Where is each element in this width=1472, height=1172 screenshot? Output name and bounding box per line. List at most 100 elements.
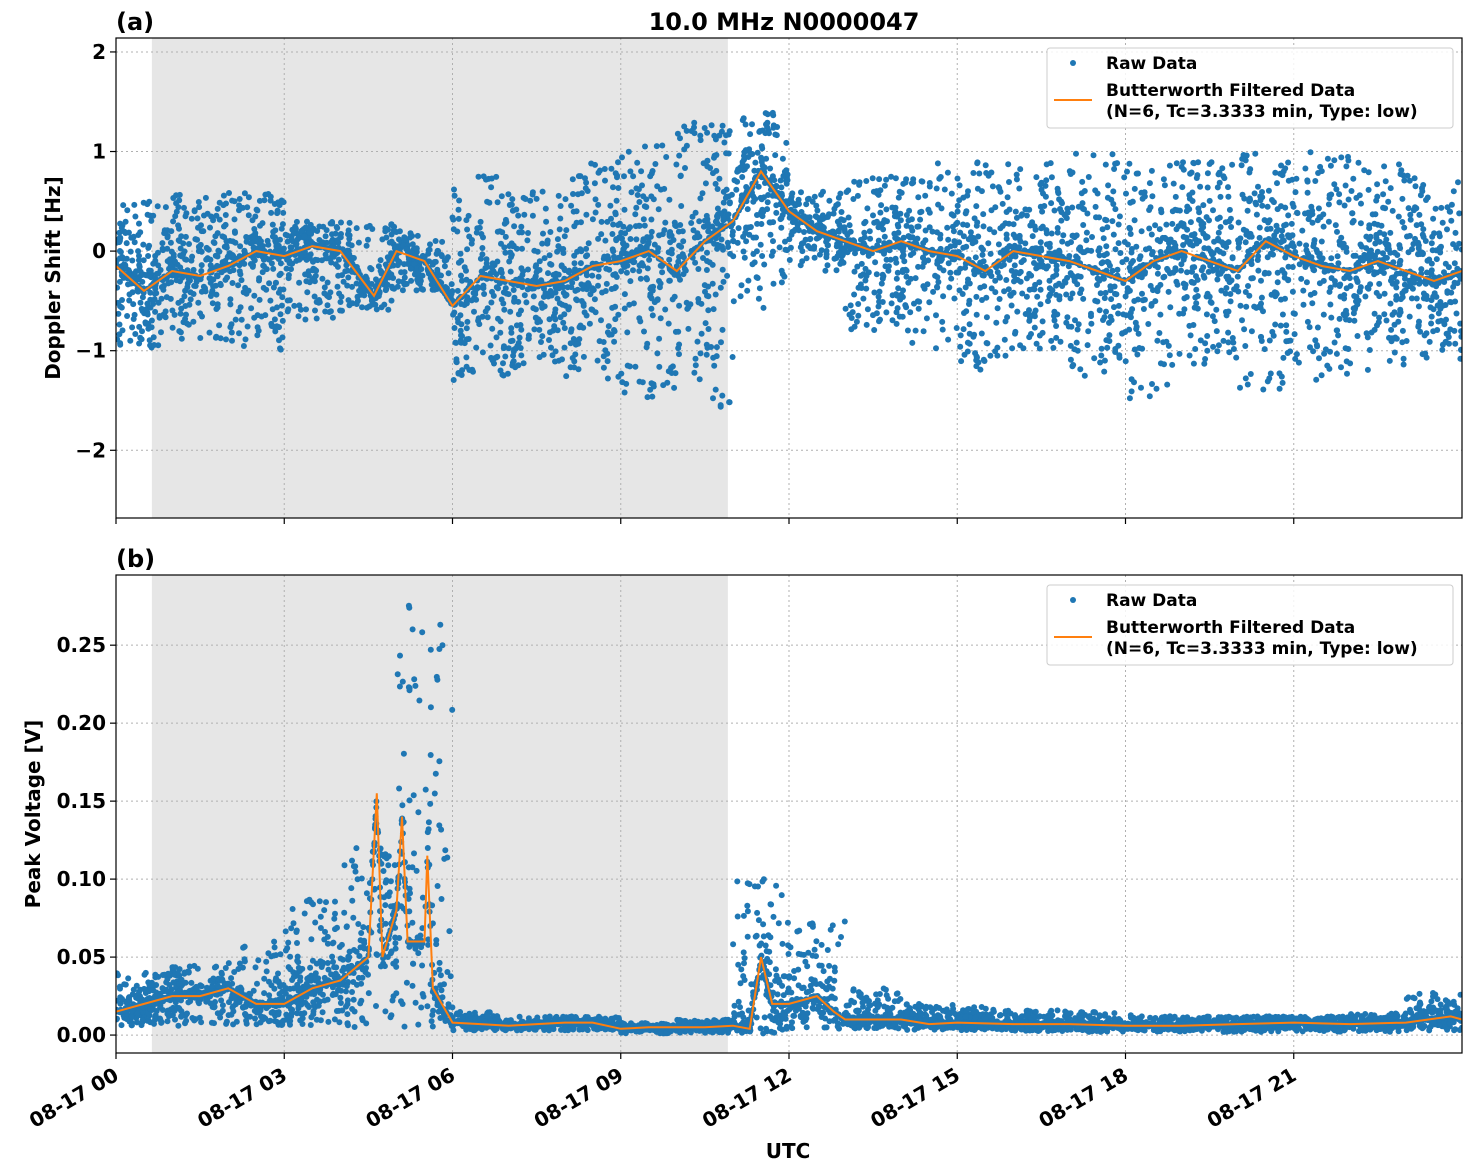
raw-data-point	[545, 270, 551, 277]
raw-data-point	[560, 319, 567, 326]
raw-data-point	[733, 186, 740, 193]
raw-data-point	[992, 289, 999, 296]
raw-data-point	[1075, 321, 1082, 328]
raw-data-point	[1293, 351, 1300, 358]
raw-data-point	[863, 178, 870, 184]
raw-data-point	[484, 305, 491, 312]
raw-data-point	[1223, 285, 1230, 291]
raw-data-point	[945, 236, 952, 243]
raw-data-point	[1443, 316, 1449, 323]
raw-data-point	[583, 211, 590, 218]
raw-data-point	[1126, 395, 1133, 402]
raw-data-point	[505, 291, 512, 298]
raw-data-point	[1077, 273, 1084, 280]
raw-data-point	[507, 268, 514, 275]
raw-data-point	[1069, 290, 1076, 297]
raw-data-point	[981, 283, 988, 290]
raw-data-point	[603, 280, 610, 287]
raw-data-point	[396, 236, 402, 243]
raw-data-point	[712, 386, 719, 393]
raw-data-point	[505, 345, 512, 352]
raw-data-point	[464, 226, 471, 233]
raw-data-point	[964, 339, 971, 346]
raw-data-point	[1201, 360, 1208, 367]
raw-data-point	[582, 185, 589, 192]
raw-data-point	[1376, 293, 1383, 300]
raw-data-point	[173, 277, 180, 284]
raw-data-point	[1389, 207, 1396, 214]
raw-data-point	[396, 228, 403, 235]
raw-data-point	[850, 237, 857, 244]
raw-data-point	[720, 278, 727, 285]
raw-data-point	[365, 236, 371, 243]
raw-data-point	[1401, 177, 1408, 184]
raw-data-point	[1193, 300, 1200, 307]
raw-data-point	[1278, 233, 1285, 240]
raw-data-point	[737, 293, 744, 300]
raw-data-point	[1169, 220, 1176, 227]
raw-data-point	[1312, 337, 1319, 344]
raw-data-point	[1444, 204, 1451, 211]
raw-data-point	[763, 121, 769, 128]
raw-data-point	[145, 253, 152, 259]
raw-data-point	[788, 193, 795, 200]
raw-data-point	[1156, 226, 1163, 233]
raw-data-point	[136, 323, 143, 330]
raw-data-point	[181, 204, 187, 211]
raw-data-point	[729, 232, 736, 239]
raw-data-point	[194, 215, 201, 222]
raw-data-point	[525, 335, 532, 342]
raw-data-point	[229, 337, 235, 344]
raw-data-point	[984, 340, 991, 347]
raw-data-point	[294, 236, 301, 243]
raw-data-point	[1229, 335, 1236, 341]
raw-data-point	[243, 234, 250, 240]
raw-data-point	[1128, 388, 1135, 395]
raw-data-point	[625, 148, 632, 155]
raw-data-point	[332, 230, 339, 237]
raw-data-point	[1376, 314, 1383, 321]
raw-data-point	[742, 121, 749, 128]
raw-data-point	[1225, 339, 1232, 346]
raw-data-point	[870, 212, 876, 219]
raw-data-point	[668, 246, 675, 253]
raw-data-point	[176, 238, 183, 244]
raw-data-point	[1267, 370, 1274, 377]
raw-data-point	[608, 331, 615, 338]
raw-data-point	[1436, 230, 1443, 237]
raw-data-point	[1123, 312, 1130, 319]
raw-data-point	[656, 335, 663, 342]
raw-data-point	[904, 327, 911, 334]
raw-data-point	[893, 320, 900, 327]
raw-data-point	[1242, 239, 1249, 246]
raw-data-point	[395, 278, 402, 285]
raw-data-point	[1438, 204, 1445, 211]
raw-data-point	[335, 256, 342, 263]
raw-data-point	[1200, 272, 1207, 279]
raw-data-point	[236, 330, 242, 337]
raw-data-point	[1455, 179, 1461, 186]
raw-data-point	[807, 235, 814, 242]
raw-data-point	[988, 285, 995, 292]
raw-data-point	[1178, 267, 1184, 274]
raw-data-point	[659, 142, 666, 149]
raw-data-point	[814, 207, 821, 214]
raw-data-point	[183, 311, 189, 318]
raw-data-point	[498, 240, 504, 247]
raw-data-point	[549, 352, 556, 359]
raw-data-point	[214, 205, 221, 212]
raw-data-point	[1037, 263, 1044, 270]
raw-data-point	[1154, 270, 1161, 277]
raw-data-point	[1372, 211, 1379, 218]
raw-data-point	[897, 217, 904, 224]
raw-data-point	[554, 236, 561, 243]
raw-data-point	[332, 261, 339, 268]
raw-data-point	[1373, 197, 1380, 204]
raw-data-point	[1037, 239, 1044, 246]
raw-data-point	[398, 269, 405, 276]
raw-data-point	[888, 173, 895, 180]
raw-data-point	[700, 223, 707, 230]
raw-data-point	[701, 125, 708, 131]
raw-data-point	[1169, 361, 1176, 368]
raw-data-point	[1296, 261, 1303, 268]
